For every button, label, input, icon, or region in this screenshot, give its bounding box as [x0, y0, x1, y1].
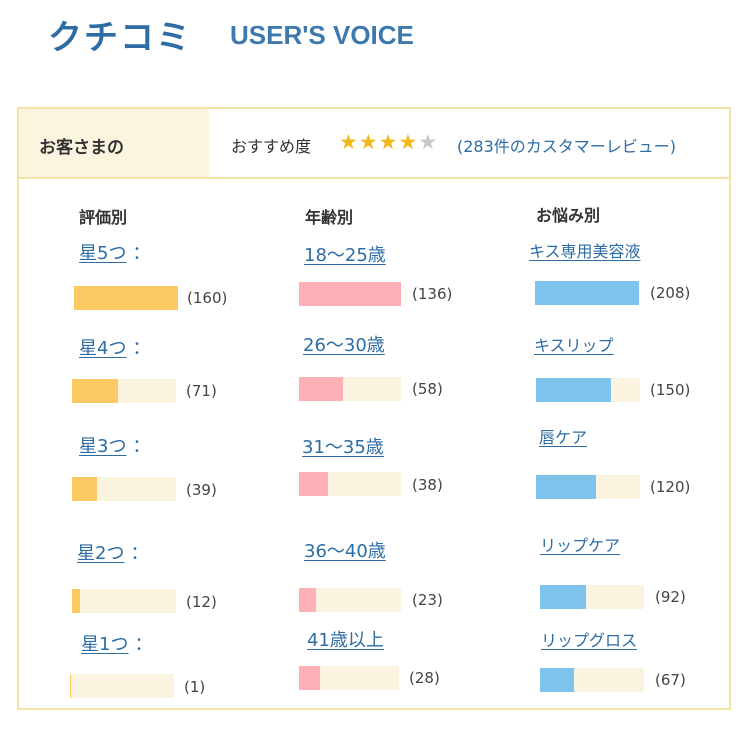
- age-link[interactable]: 31〜35歳: [302, 437, 384, 458]
- age-bar-fill: [299, 472, 328, 496]
- concern-bar-fill: [535, 281, 639, 305]
- rating-count: (71): [186, 382, 217, 400]
- age-count: (58): [412, 380, 443, 398]
- heading-by-age: 年齢別: [305, 208, 354, 227]
- concern-count: (208): [650, 284, 691, 302]
- rating-bar-fill: [72, 379, 119, 403]
- concern-count: (120): [650, 478, 691, 496]
- concern-count: (67): [655, 671, 686, 689]
- age-count: (23): [412, 591, 443, 609]
- summary-label: お客さまの: [39, 138, 124, 158]
- rating-bar: [70, 674, 174, 698]
- review-panel: お客さまの おすすめ度 ★★★★★ (283件のカスタマーレビュー) 評価別 年…: [17, 107, 731, 710]
- star-icon: ★: [398, 130, 419, 154]
- review-count-link[interactable]: (283件のカスタマーレビュー): [457, 137, 677, 156]
- star-icon: ★: [339, 130, 359, 154]
- rating-count: (160): [187, 289, 228, 307]
- star-icon: ★: [358, 130, 379, 154]
- age-bar-fill: [299, 282, 401, 306]
- age-bar-fill: [299, 588, 317, 612]
- age-bar: [299, 588, 401, 612]
- concern-link[interactable]: キスリップ: [534, 336, 614, 355]
- age-bar-fill: [299, 666, 320, 690]
- summary-label-cell: お客さまの: [19, 109, 209, 177]
- recommend-label: おすすめ度: [231, 137, 312, 156]
- concern-bar-fill: [536, 475, 596, 499]
- page-title-jp: クチコミ: [48, 18, 192, 58]
- star-icon: ★: [378, 130, 399, 154]
- rating-bar: [72, 379, 176, 403]
- concern-bar: [535, 281, 639, 305]
- concern-bar: [536, 378, 640, 402]
- concern-link[interactable]: 唇ケア: [539, 428, 588, 447]
- rating-link-1[interactable]: 星1つ：: [81, 634, 153, 655]
- concern-bar-fill: [536, 378, 611, 402]
- concern-link[interactable]: リップケア: [540, 536, 621, 555]
- rating-bar-fill: [74, 286, 178, 310]
- age-bar: [299, 377, 401, 401]
- age-count: (136): [412, 285, 453, 303]
- age-bar: [299, 666, 399, 690]
- concern-count: (92): [655, 588, 686, 606]
- heading-by-rating: 評価別: [79, 208, 128, 227]
- rating-bar: [72, 477, 176, 501]
- rating-link-3[interactable]: 星3つ：: [79, 436, 151, 457]
- rating-count: (1): [184, 678, 206, 696]
- page-title-en: USER'S VOICE: [230, 20, 414, 50]
- age-bar: [299, 282, 401, 306]
- age-link[interactable]: 36〜40歳: [304, 541, 386, 562]
- concern-link[interactable]: キス専用美容液: [529, 242, 641, 261]
- rating-bar: [74, 286, 178, 310]
- concern-bar-fill: [540, 668, 574, 692]
- age-count: (28): [409, 669, 440, 687]
- age-link[interactable]: 26〜30歳: [303, 335, 385, 356]
- concern-bar: [536, 475, 640, 499]
- heading-by-concern: お悩み別: [536, 206, 601, 225]
- rating-link-2[interactable]: 星2つ：: [77, 543, 149, 564]
- rating-count: (39): [186, 481, 217, 499]
- rating-link-4[interactable]: 星4つ：: [79, 338, 151, 359]
- concern-bar: [540, 585, 644, 609]
- concern-bar-fill: [540, 585, 586, 609]
- rating-bar-fill: [70, 674, 71, 698]
- star-icon: ★: [418, 130, 439, 154]
- rating-bar: [72, 589, 176, 613]
- rating-link-5[interactable]: 星5つ：: [79, 243, 151, 264]
- review-summary: お客さまの おすすめ度 ★★★★★ (283件のカスタマーレビュー): [19, 109, 729, 179]
- rating-bar-fill: [72, 477, 98, 501]
- age-link[interactable]: 41歳以上: [307, 630, 384, 651]
- age-bar: [299, 472, 401, 496]
- age-count: (38): [412, 476, 443, 494]
- concern-bar: [540, 668, 644, 692]
- rating-bar-fill: [72, 589, 80, 613]
- age-link[interactable]: 18〜25歳: [304, 245, 386, 266]
- rating-stars: ★★★★★: [339, 130, 438, 154]
- concern-count: (150): [650, 381, 691, 399]
- age-bar-fill: [299, 377, 343, 401]
- concern-link[interactable]: リップグロス: [541, 631, 638, 650]
- rating-count: (12): [186, 593, 217, 611]
